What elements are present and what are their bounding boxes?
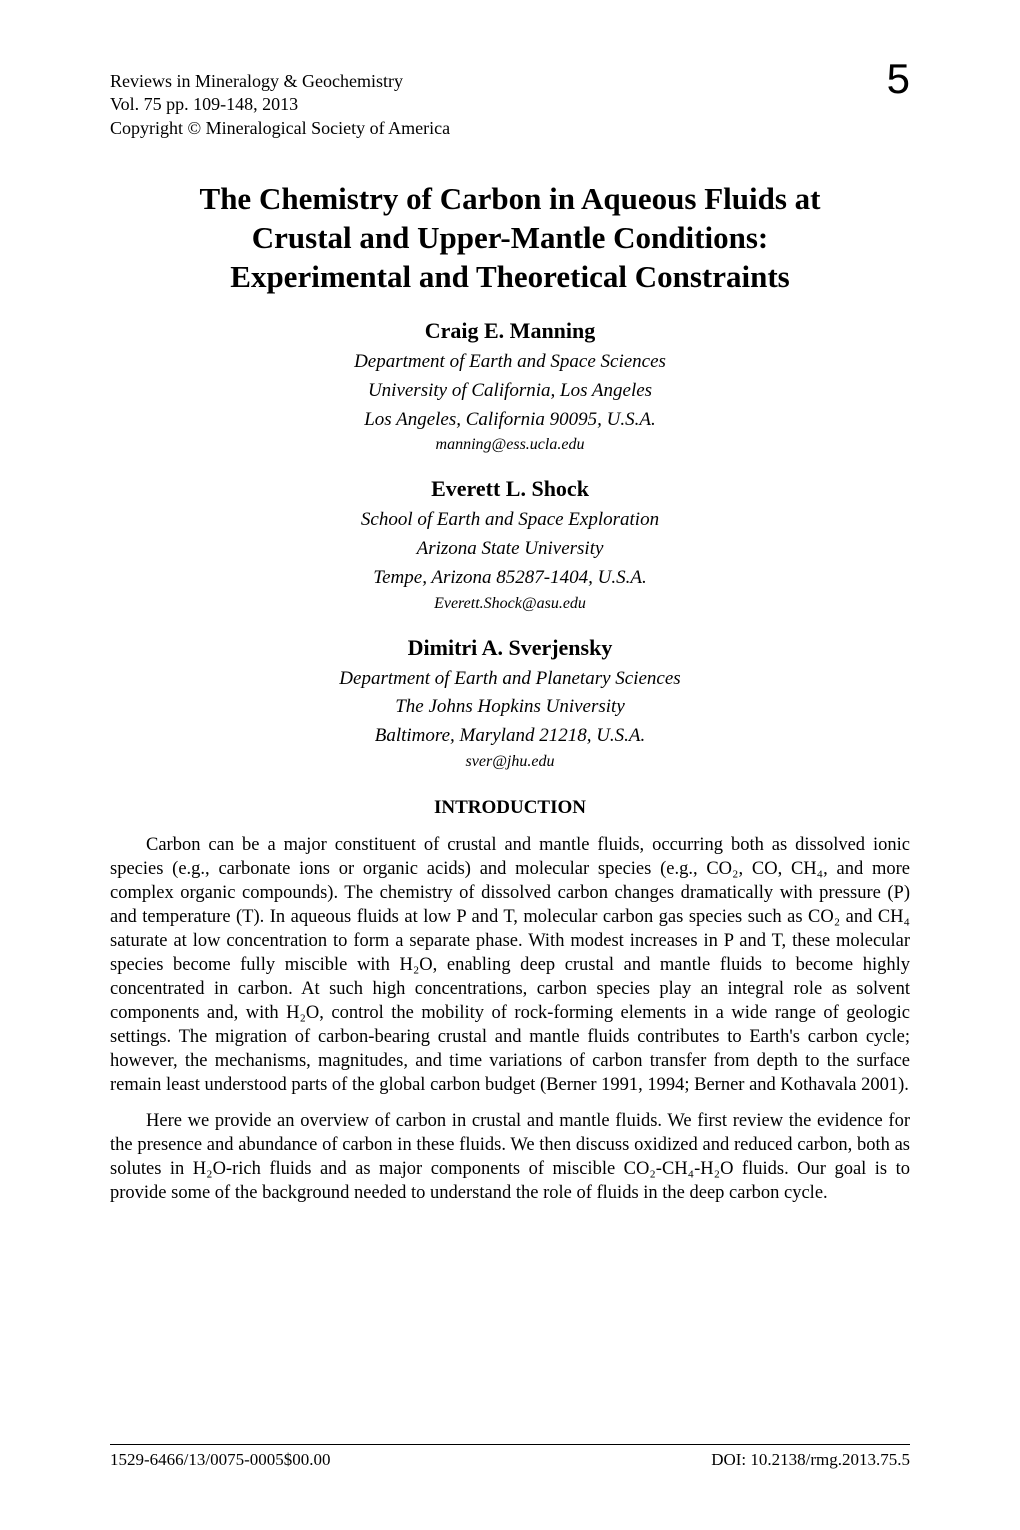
affiliation-line: Department of Earth and Space Sciences bbox=[110, 350, 910, 375]
page-footer: 1529-6466/13/0075-0005$00.00 DOI: 10.213… bbox=[110, 1444, 910, 1470]
title-line: The Chemistry of Carbon in Aqueous Fluid… bbox=[110, 180, 910, 219]
journal-name: Reviews in Mineralogy & Geochemistry bbox=[110, 70, 910, 93]
chapter-number: 5 bbox=[887, 55, 910, 103]
section-heading: INTRODUCTION bbox=[110, 797, 910, 819]
author-block: Dimitri A. Sverjensky Department of Eart… bbox=[110, 635, 910, 771]
affiliation-line: Los Angeles, California 90095, U.S.A. bbox=[110, 408, 910, 433]
body-paragraph: Here we provide an overview of carbon in… bbox=[110, 1109, 910, 1205]
affiliation-line: University of California, Los Angeles bbox=[110, 379, 910, 404]
author-name: Craig E. Manning bbox=[110, 318, 910, 344]
author-block: Everett L. Shock School of Earth and Spa… bbox=[110, 476, 910, 612]
title-line: Experimental and Theoretical Constraints bbox=[110, 258, 910, 297]
affiliation-line: Department of Earth and Planetary Scienc… bbox=[110, 667, 910, 692]
author-name: Dimitri A. Sverjensky bbox=[110, 635, 910, 661]
affiliation-line: Baltimore, Maryland 21218, U.S.A. bbox=[110, 724, 910, 749]
author-block: Craig E. Manning Department of Earth and… bbox=[110, 318, 910, 454]
journal-header: Reviews in Mineralogy & Geochemistry Vol… bbox=[110, 70, 910, 140]
footer-isbn: 1529-6466/13/0075-0005$00.00 bbox=[110, 1450, 331, 1470]
copyright: Copyright © Mineralogical Society of Ame… bbox=[110, 117, 910, 140]
affiliation-line: The Johns Hopkins University bbox=[110, 695, 910, 720]
author-email: Everett.Shock@asu.edu bbox=[110, 595, 910, 613]
affiliation-line: School of Earth and Space Exploration bbox=[110, 508, 910, 533]
author-email: sver@jhu.edu bbox=[110, 753, 910, 771]
affiliation-line: Tempe, Arizona 85287-1404, U.S.A. bbox=[110, 566, 910, 591]
author-name: Everett L. Shock bbox=[110, 476, 910, 502]
affiliation-line: Arizona State University bbox=[110, 537, 910, 562]
body-paragraph: Carbon can be a major constituent of cru… bbox=[110, 833, 910, 1098]
author-email: manning@ess.ucla.edu bbox=[110, 436, 910, 454]
footer-doi: DOI: 10.2138/rmg.2013.75.5 bbox=[711, 1450, 910, 1470]
title-line: Crustal and Upper-Mantle Conditions: bbox=[110, 219, 910, 258]
article-title: The Chemistry of Carbon in Aqueous Fluid… bbox=[110, 180, 910, 296]
volume-info: Vol. 75 pp. 109-148, 2013 bbox=[110, 93, 910, 116]
